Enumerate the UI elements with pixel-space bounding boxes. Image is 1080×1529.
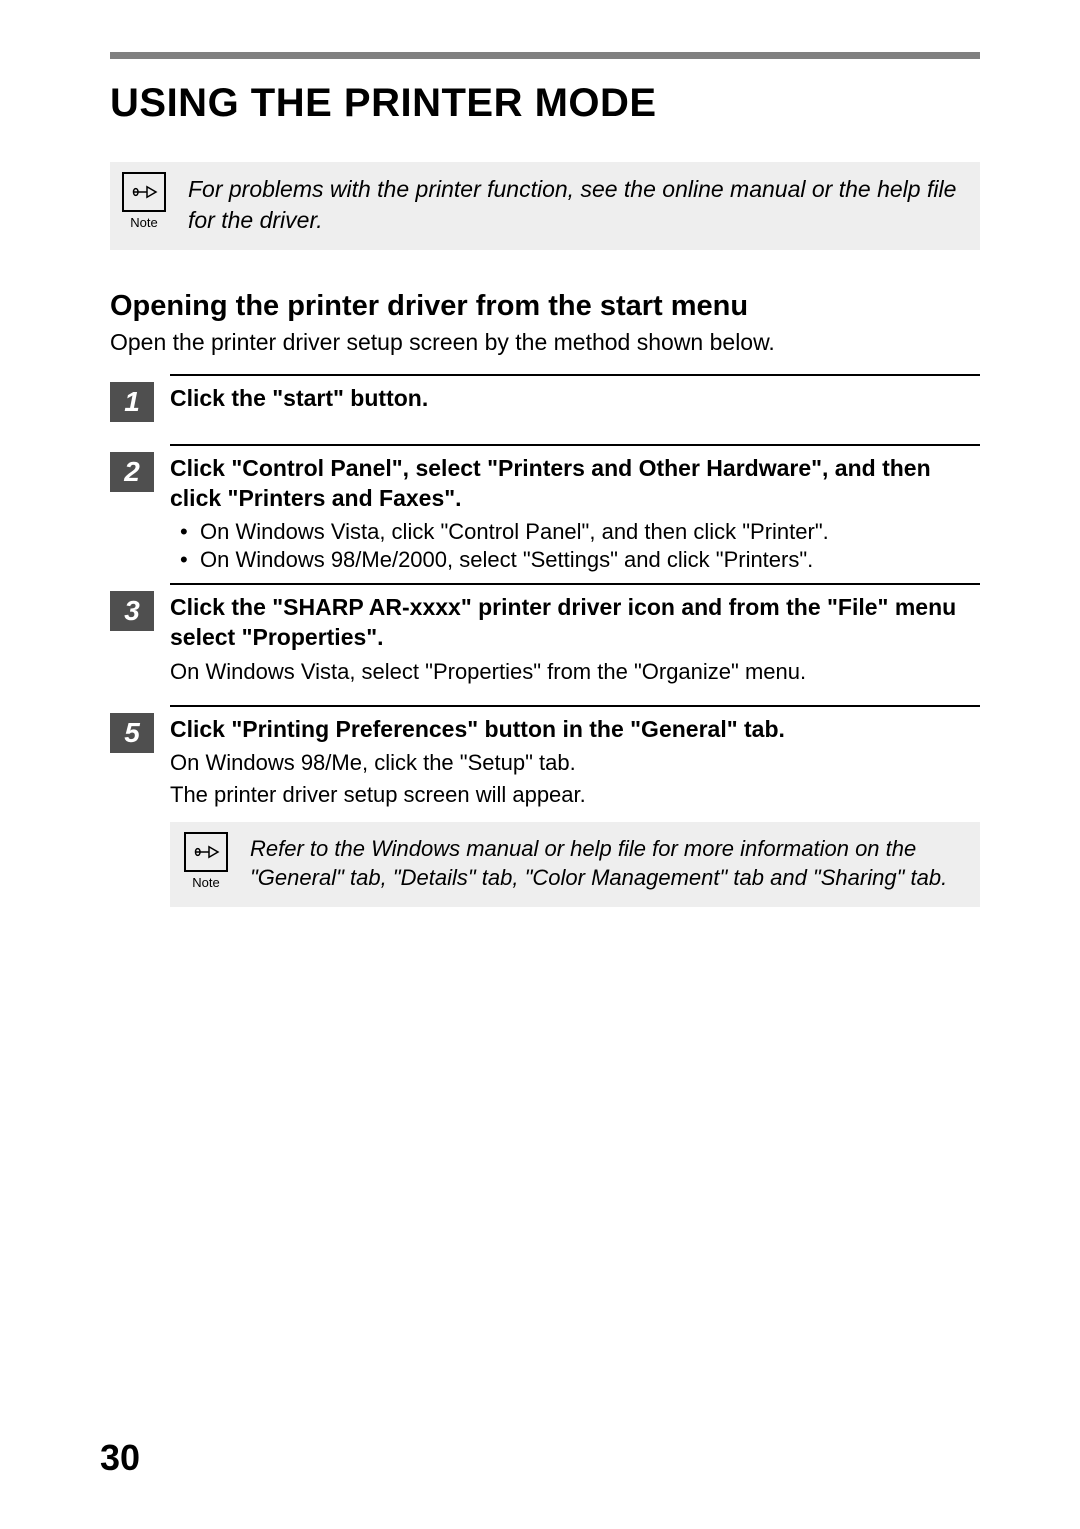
top-rule [110,52,980,59]
step-title: Click the "start" button. [170,384,980,414]
step-number-badge: 2 [110,452,154,492]
step-rule [170,374,980,376]
step-note-line: On Windows 98/Me, click the "Setup" tab. [170,748,980,778]
note-label: Note [192,875,219,890]
step-number-badge: 5 [110,713,154,753]
note-icon-wrap: Note [122,172,166,230]
step-5: 5 Click "Printing Preferences" button in… [110,705,980,908]
step-rule [170,444,980,446]
step-3: 3 Click the "SHARP AR-xxxx" printer driv… [110,583,980,686]
step-title: Click "Control Panel", select "Printers … [170,454,980,514]
step-1: 1 Click the "start" button. [110,374,980,422]
top-note-block: Note For problems with the printer funct… [110,162,980,250]
page-content: USING THE PRINTER MODE Note For problems… [110,52,980,915]
lead-text: Open the printer driver setup screen by … [110,329,980,356]
step-title: Click "Printing Preferences" button in t… [170,715,980,745]
step-2: 2 Click "Control Panel", select "Printer… [110,444,980,575]
inner-note-block: Note Refer to the Windows manual or help… [170,822,980,907]
step-rule [170,583,980,585]
subheading: Opening the printer driver from the star… [110,290,980,323]
step-note-line: On Windows Vista, select "Properties" fr… [170,657,980,687]
page-number: 30 [100,1437,140,1479]
step-number-badge: 3 [110,591,154,631]
bullet-item: On Windows 98/Me/2000, select "Settings"… [180,546,980,575]
step-title: Click the "SHARP AR-xxxx" printer driver… [170,593,980,653]
step-rule [170,705,980,707]
note-label: Note [130,215,157,230]
note-icon-wrap: Note [184,832,228,890]
note-pointer-icon [184,832,228,872]
step-number-badge: 1 [110,382,154,422]
section-title: USING THE PRINTER MODE [110,81,980,126]
bullet-item: On Windows Vista, click "Control Panel",… [180,518,980,547]
step-bullets: On Windows Vista, click "Control Panel",… [170,518,980,575]
step-note-line: The printer driver setup screen will app… [170,780,980,810]
note-text: For problems with the printer function, … [188,172,968,236]
note-pointer-icon [122,172,166,212]
note-text: Refer to the Windows manual or help file… [250,832,966,893]
